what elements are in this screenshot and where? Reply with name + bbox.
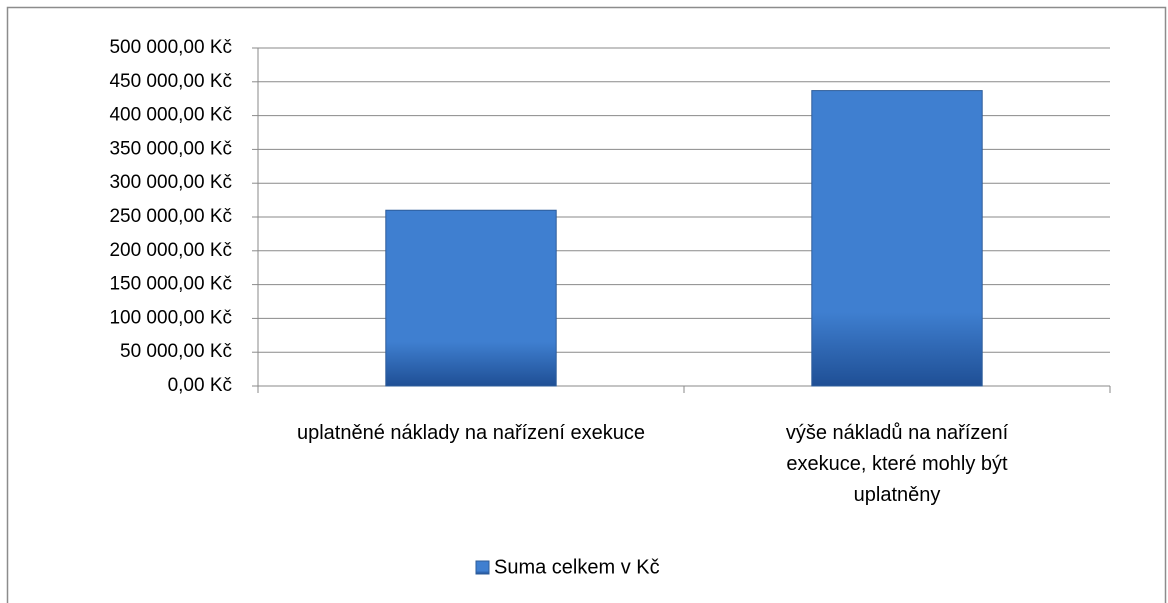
y-tick-label: 300 000,00 Kč [109,172,232,193]
x-tick-label: výše nákladů na nařízení exekuce, které … [785,422,1009,506]
y-tick-label: 200 000,00 Kč [109,240,232,261]
chart-border [6,6,1167,603]
legend-label: Suma celkem v Kč [494,556,660,578]
y-tick-label: 150 000,00 Kč [109,274,232,295]
y-tick-label: 350 000,00 Kč [109,138,232,159]
y-tick-label: 500 000,00 Kč [109,37,232,58]
y-tick-label: 250 000,00 Kč [109,206,232,227]
y-tick-label: 100 000,00 Kč [109,307,232,328]
bar [385,209,557,387]
y-tick-label: 400 000,00 Kč [109,105,232,126]
legend-swatch [475,560,490,575]
y-tick-label: 0,00 Kč [168,375,232,396]
bar [811,90,983,387]
x-tick-label: uplatněné náklady na nařízení exekuce [296,422,646,444]
y-tick-label: 450 000,00 Kč [109,71,232,92]
y-tick-label: 50 000,00 Kč [120,341,232,362]
